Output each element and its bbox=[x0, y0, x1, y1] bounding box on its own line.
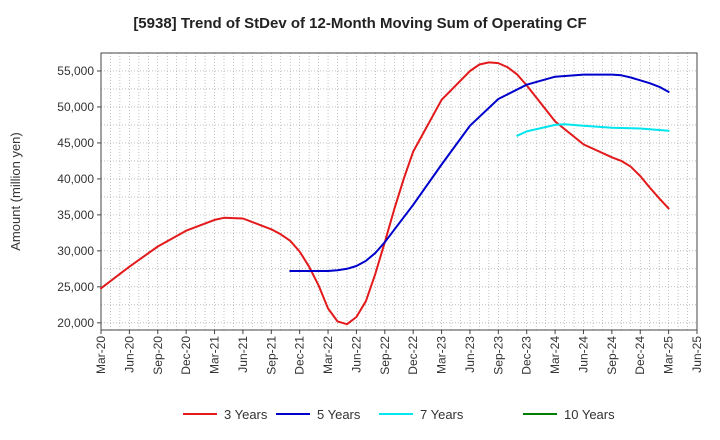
y-tick-label: 50,000 bbox=[57, 100, 94, 114]
x-tick-label: Jun-23 bbox=[463, 336, 477, 373]
x-tick-label: Jun-21 bbox=[236, 336, 250, 373]
chart-title: [5938] Trend of StDev of 12-Month Moving… bbox=[133, 15, 586, 32]
y-tick-label: 40,000 bbox=[57, 172, 94, 186]
x-tick-label: Dec-20 bbox=[179, 336, 193, 375]
plot-area bbox=[100, 52, 698, 331]
y-axis: 20,000 25,000 30,000 35,000 40,000 45,000 50,0… bbox=[57, 64, 101, 330]
y-tick-label: 25,000 bbox=[57, 280, 94, 294]
x-tick-label: Dec-21 bbox=[293, 336, 307, 375]
x-tick-label: Jun-24 bbox=[576, 336, 590, 373]
legend-label-3-years: 3 Years bbox=[224, 407, 268, 422]
series-line-3-years bbox=[100, 61, 670, 326]
y-tick-label: 45,000 bbox=[57, 136, 94, 150]
legend-label-5-years: 5 Years bbox=[317, 407, 361, 422]
y-tick-label: 30,000 bbox=[57, 244, 94, 258]
series-line-5-years bbox=[289, 73, 670, 272]
x-tick-label: Mar-20 bbox=[94, 336, 108, 374]
x-tick-label: Mar-24 bbox=[548, 336, 562, 374]
x-tick-label: Dec-22 bbox=[406, 336, 420, 375]
x-tick-label: Sep-23 bbox=[491, 336, 505, 375]
x-tick-label: Sep-24 bbox=[605, 336, 619, 375]
x-tick-label: Jun-22 bbox=[349, 336, 363, 373]
x-tick-label: Jun-25 bbox=[690, 336, 704, 373]
series-line-7-years bbox=[516, 123, 670, 137]
legend: 3 Years 5 Years 7 Years 10 Years bbox=[183, 407, 615, 422]
y-tick-label: 35,000 bbox=[57, 208, 94, 222]
x-tick-label: Dec-23 bbox=[520, 336, 534, 375]
x-tick-label: Mar-22 bbox=[321, 336, 335, 374]
y-axis-title: Amount (million yen) bbox=[8, 132, 23, 251]
x-tick-label: Mar-21 bbox=[208, 336, 222, 374]
y-tick-label: 20,000 bbox=[57, 316, 94, 330]
x-tick-label: Sep-22 bbox=[378, 336, 392, 375]
x-tick-label: Sep-20 bbox=[151, 336, 165, 375]
legend-label-10-years: 10 Years bbox=[564, 407, 615, 422]
series-lines bbox=[100, 61, 670, 326]
x-tick-label: Mar-25 bbox=[662, 336, 676, 374]
y-tick-label: 55,000 bbox=[57, 64, 94, 78]
legend-label-7-years: 7 Years bbox=[420, 407, 464, 422]
x-tick-label: Jun-20 bbox=[122, 336, 136, 373]
x-tick-label: Sep-21 bbox=[264, 336, 278, 375]
x-axis: Mar-20 Jun-20 Sep-20 Dec-20 Mar-21 Jun-21 Sep-… bbox=[94, 330, 704, 375]
x-tick-label: Mar-23 bbox=[435, 336, 449, 374]
x-tick-label: Dec-24 bbox=[633, 336, 647, 375]
